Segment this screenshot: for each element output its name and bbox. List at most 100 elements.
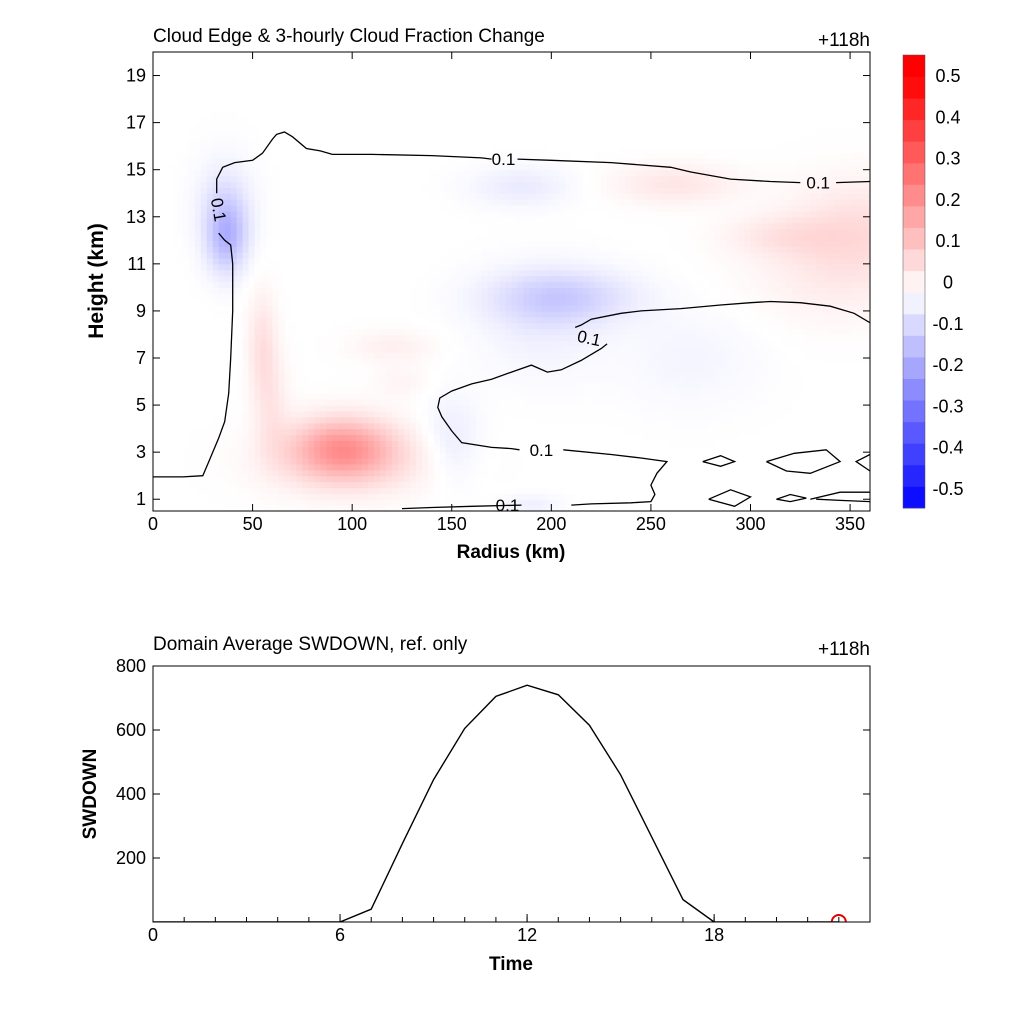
heatmap-cell bbox=[409, 81, 417, 88]
heatmap-cell bbox=[182, 463, 190, 471]
heatmap-cell bbox=[415, 358, 423, 365]
heatmap-cell bbox=[386, 387, 393, 394]
heatmap-cell bbox=[158, 458, 166, 465]
heatmap-cell bbox=[409, 146, 417, 153]
heatmap-cell bbox=[332, 281, 339, 288]
heatmap-cell bbox=[511, 181, 519, 188]
heatmap-cell bbox=[278, 228, 286, 236]
heatmap-cell bbox=[499, 181, 507, 188]
heatmap-cell bbox=[451, 363, 459, 371]
heatmap-cell bbox=[290, 263, 297, 271]
heatmap-cell bbox=[278, 128, 286, 135]
heatmap-cell bbox=[457, 334, 465, 341]
heatmap-cell bbox=[212, 287, 220, 294]
heatmap-cell bbox=[314, 263, 321, 271]
heatmap-cell bbox=[403, 405, 411, 412]
heatmap-cell bbox=[266, 387, 274, 394]
heatmap-cell bbox=[505, 287, 513, 294]
heatmap-cell bbox=[290, 405, 297, 412]
heatmap-cell bbox=[194, 316, 202, 324]
heatmap-cell bbox=[415, 99, 423, 106]
heatmap-cell bbox=[481, 234, 489, 241]
heatmap-cell bbox=[499, 387, 507, 394]
heatmap-cell bbox=[224, 63, 232, 71]
heatmap-cell bbox=[499, 152, 507, 159]
heatmap-cell bbox=[254, 110, 262, 118]
heatmap-cell bbox=[326, 157, 333, 165]
heatmap-cell bbox=[236, 81, 244, 88]
heatmap-cell bbox=[266, 169, 274, 177]
heatmap-cell bbox=[260, 69, 268, 77]
heatmap-cell bbox=[505, 110, 513, 118]
heatmap-cell bbox=[164, 193, 172, 200]
heatmap-cell bbox=[463, 193, 471, 200]
heatmap-cell bbox=[272, 410, 280, 418]
heatmap-cell bbox=[409, 481, 417, 489]
heatmap-cell bbox=[194, 234, 202, 241]
heatmap-cell bbox=[153, 110, 160, 118]
heatmap-cell bbox=[200, 328, 208, 336]
heatmap-cell bbox=[194, 405, 202, 412]
heatmap-cell bbox=[433, 299, 441, 306]
heatmap-cell bbox=[517, 187, 525, 194]
heatmap-cell bbox=[511, 263, 519, 271]
heatmap-cell bbox=[344, 269, 351, 277]
heatmap-cell bbox=[362, 293, 369, 300]
heatmap-cell bbox=[469, 181, 477, 188]
heatmap-cell bbox=[224, 263, 232, 271]
heatmap-cell bbox=[433, 469, 441, 477]
heatmap-cell bbox=[236, 369, 244, 377]
heatmap-cell bbox=[481, 416, 489, 424]
heatmap-cell bbox=[254, 340, 262, 347]
heatmap-cell bbox=[475, 163, 483, 171]
heatmap-cell bbox=[386, 104, 393, 112]
heatmap-cell bbox=[415, 128, 423, 135]
heatmap-cell bbox=[164, 199, 172, 206]
heatmap-cell bbox=[368, 87, 375, 94]
heatmap-cell bbox=[206, 452, 214, 459]
heatmap-cell bbox=[176, 369, 184, 377]
heatmap-cell bbox=[326, 310, 333, 318]
heatmap-cell bbox=[338, 122, 345, 130]
heatmap-cell bbox=[505, 499, 513, 506]
heatmap-cell bbox=[475, 146, 483, 153]
heatmap-cell bbox=[212, 116, 220, 124]
heatmap-cell bbox=[314, 499, 321, 506]
heatmap-cell bbox=[224, 163, 232, 171]
heatmap-cell bbox=[469, 146, 477, 153]
heatmap-cell bbox=[523, 152, 531, 159]
heatmap-cell bbox=[445, 475, 453, 483]
heatmap-cell bbox=[188, 493, 196, 500]
heatmap-cell bbox=[290, 228, 297, 236]
heatmap-cell bbox=[248, 146, 256, 153]
heatmap-cell bbox=[272, 140, 280, 147]
heatmap-cell bbox=[421, 93, 429, 100]
heatmap-cell bbox=[350, 140, 357, 147]
heatmap-cell bbox=[469, 187, 477, 194]
heatmap-cell bbox=[248, 275, 256, 283]
heatmap-cell bbox=[368, 263, 375, 271]
heatmap-cell bbox=[427, 134, 435, 141]
heatmap-cell bbox=[451, 110, 459, 118]
heatmap-cell bbox=[415, 422, 423, 430]
heatmap-cell bbox=[158, 152, 166, 159]
heatmap-cell bbox=[403, 163, 411, 171]
heatmap-cell bbox=[326, 134, 333, 141]
heatmap-cell bbox=[290, 252, 297, 259]
heatmap-cell bbox=[153, 328, 160, 336]
heatmap-cell bbox=[368, 328, 375, 336]
heatmap-cell bbox=[308, 69, 315, 77]
heatmap-cell bbox=[320, 393, 327, 400]
heatmap-cell bbox=[523, 187, 531, 194]
heatmap-cell bbox=[427, 469, 435, 477]
heatmap-cell bbox=[218, 316, 226, 324]
heatmap-cell bbox=[433, 316, 441, 324]
heatmap-cell bbox=[427, 463, 435, 471]
heatmap-cell bbox=[392, 487, 399, 494]
heatmap-cell bbox=[194, 93, 202, 100]
heatmap-cell bbox=[368, 81, 375, 88]
heatmap-cell bbox=[266, 63, 274, 71]
heatmap-cell bbox=[475, 181, 483, 188]
heatmap-cell bbox=[511, 246, 519, 253]
heatmap-cell bbox=[529, 146, 536, 153]
